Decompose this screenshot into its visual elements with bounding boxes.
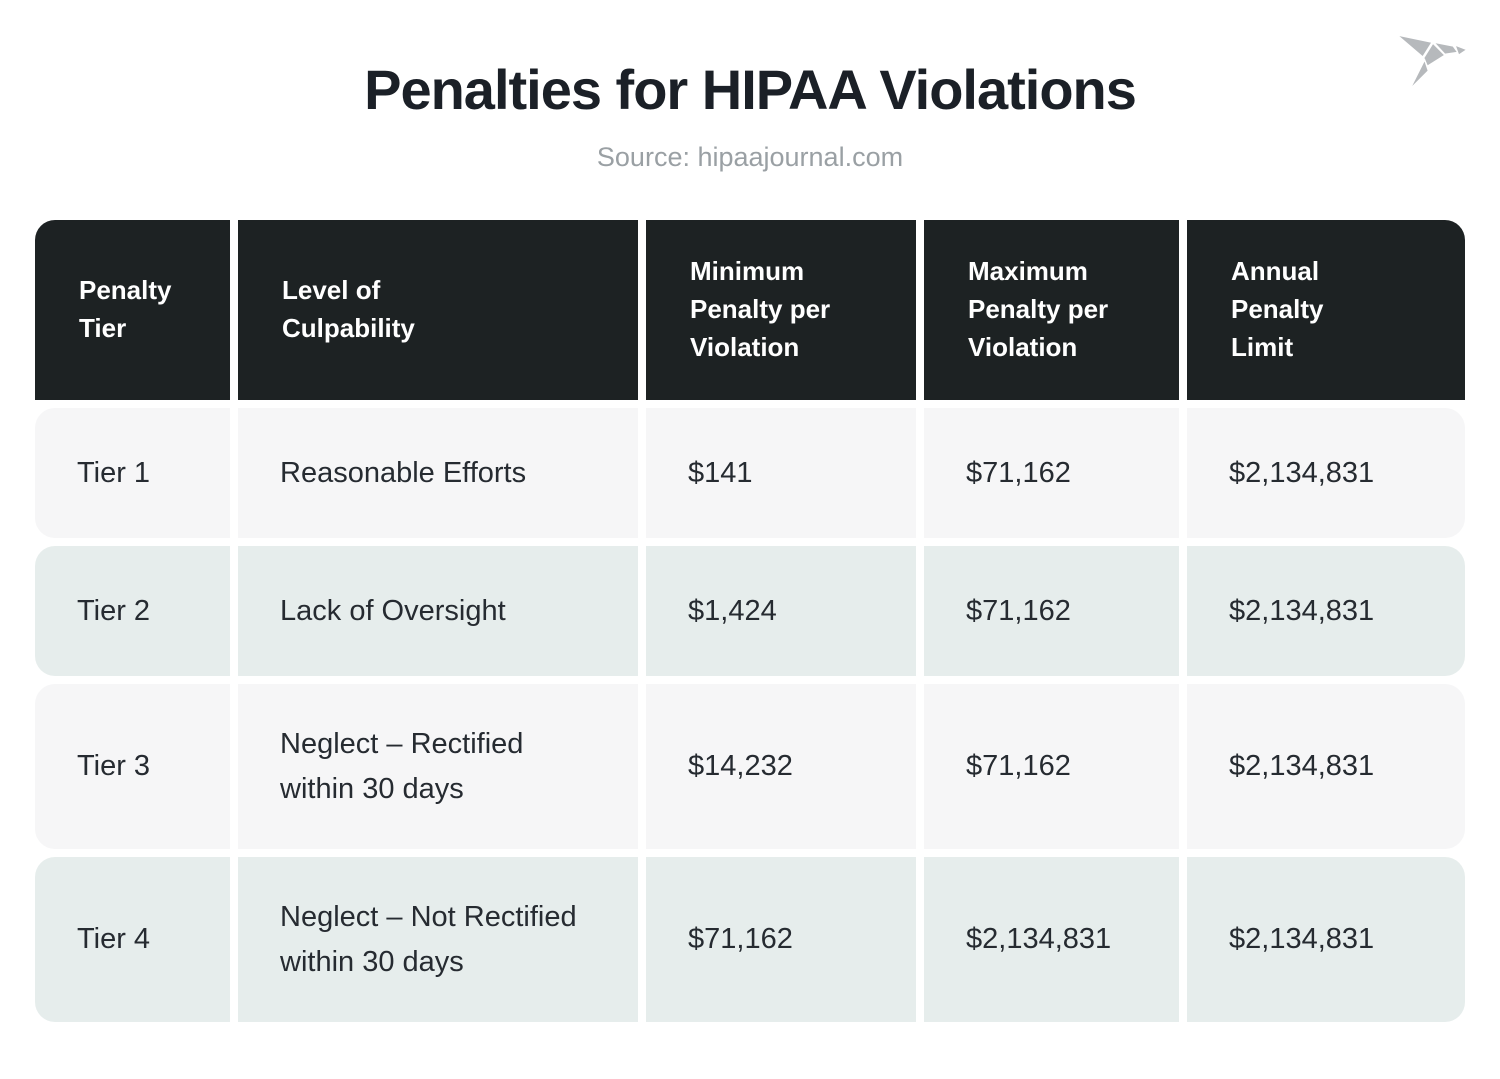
- cell-min-penalty: $1,424: [646, 546, 916, 676]
- cell-culpability: Lack of Oversight: [238, 546, 638, 676]
- cell-min-penalty: $141: [646, 408, 916, 538]
- cell-min-penalty: $14,232: [646, 684, 916, 849]
- source-caption: Source: hipaajournal.com: [596, 142, 904, 173]
- masthead: Penalties for HIPAA Violations Source: h…: [0, 0, 1500, 173]
- col-header-max-penalty: Maximum Penalty per Violation: [924, 220, 1179, 400]
- cell-max-penalty: $71,162: [924, 684, 1179, 849]
- cell-tier: Tier 3: [35, 684, 230, 849]
- cell-annual-limit: $2,134,831: [1187, 408, 1465, 538]
- cell-max-penalty: $71,162: [924, 546, 1179, 676]
- col-header-culpability: Level of Culpability: [238, 220, 638, 400]
- cell-annual-limit: $2,134,831: [1187, 546, 1465, 676]
- cell-min-penalty: $71,162: [646, 857, 916, 1022]
- cell-annual-limit: $2,134,831: [1187, 684, 1465, 849]
- col-header-annual-limit: Annual Penalty Limit: [1187, 220, 1465, 400]
- cell-culpability: Neglect – Rectified within 30 days: [238, 684, 638, 849]
- cell-tier: Tier 4: [35, 857, 230, 1022]
- origami-bird-icon: [1396, 34, 1468, 90]
- page-title: Penalties for HIPAA Violations: [364, 58, 1137, 121]
- cell-culpability: Neglect – Not Rectified within 30 days: [238, 857, 638, 1022]
- col-header-penalty-tier: Penalty Tier: [35, 220, 230, 400]
- cell-tier: Tier 2: [35, 546, 230, 676]
- penalties-table: Penalty Tier Level of Culpability Minimu…: [35, 220, 1465, 1022]
- cell-max-penalty: $2,134,831: [924, 857, 1179, 1022]
- hipaa-penalties-infographic: Penalties for HIPAA Violations Source: h…: [0, 0, 1500, 1022]
- cell-max-penalty: $71,162: [924, 408, 1179, 538]
- cell-tier: Tier 1: [35, 408, 230, 538]
- col-header-min-penalty: Minimum Penalty per Violation: [646, 220, 916, 400]
- cell-culpability: Reasonable Efforts: [238, 408, 638, 538]
- cell-annual-limit: $2,134,831: [1187, 857, 1465, 1022]
